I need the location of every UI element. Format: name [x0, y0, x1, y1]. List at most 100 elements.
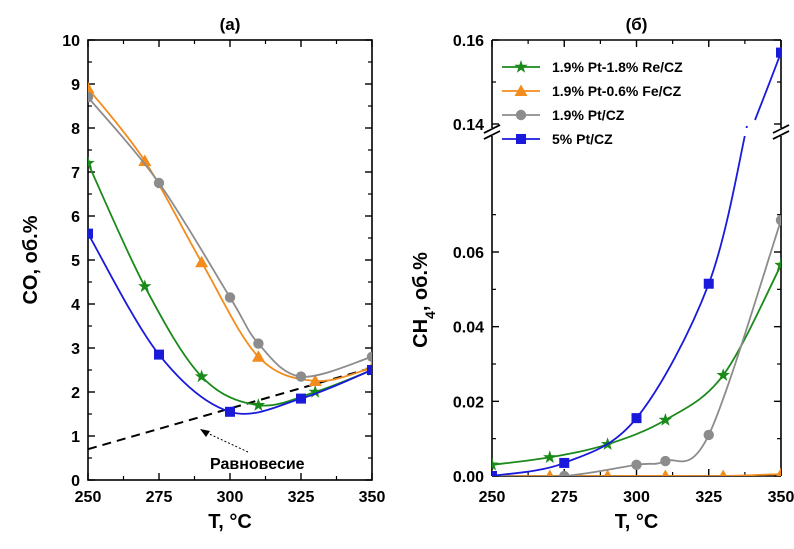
- series-line-pt5: [492, 125, 748, 476]
- data-point-pt5: [703, 278, 714, 289]
- data-point-pt: [660, 455, 671, 467]
- data-point-pt: [559, 470, 570, 476]
- legend-marker-fe: [514, 84, 528, 96]
- x-tick-label: 325: [695, 489, 722, 506]
- panel-b-title: (б): [626, 15, 648, 34]
- y-axis-label: CH4, об.%: [410, 252, 438, 348]
- y-tick-label: 0: [71, 473, 80, 490]
- y-tick-label-upper: 0.16: [453, 33, 484, 50]
- y-tick-label-upper: 0.14: [453, 117, 484, 134]
- axis-break-mark: [772, 130, 790, 140]
- x-tick-label: 325: [288, 489, 315, 506]
- data-point-pt5: [154, 349, 164, 360]
- data-point-fe: [251, 350, 265, 362]
- series-pt: [88, 92, 372, 382]
- legend-marker-pt5: [516, 134, 526, 144]
- y-tick-label: 8: [71, 121, 80, 138]
- y-tick-label: 2: [71, 385, 80, 402]
- series-re: [88, 156, 372, 411]
- legend-label-re: 1.9% Pt-1.8% Re/CZ: [552, 59, 683, 75]
- y-tick-label: 7: [71, 165, 80, 182]
- legend-label-pt: 1.9% Pt/CZ: [552, 107, 625, 123]
- y-tick-label: 0.04: [453, 320, 484, 337]
- x-axis-label: T, °C: [208, 511, 252, 533]
- data-point-re: [308, 385, 322, 398]
- panel-b: (б) 250 275 300 325 350 0.00 0.02 0.04 0.06 0.14 0.…: [410, 15, 794, 533]
- data-point-pt: [631, 459, 642, 470]
- series-line-fe: [492, 473, 781, 476]
- data-point-re: [543, 450, 557, 463]
- data-point-re: [251, 398, 266, 411]
- series-line-pt5-upper: [754, 52, 781, 121]
- legend-marker-pt: [515, 109, 527, 121]
- equilibrium-arrowhead: [200, 429, 210, 437]
- series-line-pt: [492, 220, 781, 476]
- axis-break-mark: [483, 130, 501, 140]
- data-point-pt: [295, 371, 307, 382]
- y-axis-label-main: CH: [410, 319, 432, 348]
- legend-marker-re: [514, 60, 528, 73]
- data-point-fe: [88, 81, 95, 94]
- data-point-pt5: [776, 47, 781, 58]
- data-point-re: [88, 156, 95, 169]
- y-tick-label: 0.02: [453, 394, 484, 411]
- data-point-pt: [153, 177, 165, 189]
- data-point-re: [492, 457, 499, 471]
- data-point-fe: [776, 467, 781, 476]
- y-tick-label: 0.00: [453, 469, 484, 486]
- x-tick-label: 275: [146, 489, 173, 506]
- equilibrium-label: Равновесие: [210, 456, 305, 473]
- series-re: [492, 258, 781, 471]
- y-tick-label: 9: [71, 77, 80, 94]
- data-point-re: [658, 413, 673, 426]
- data-point-pt: [224, 292, 236, 303]
- series-fe: [88, 81, 372, 386]
- x-axis-label: T, °C: [615, 511, 659, 533]
- series-line-pt: [88, 96, 372, 378]
- data-point-re: [716, 368, 730, 381]
- data-point-pt: [253, 338, 264, 349]
- x-tick-label: 275: [551, 489, 578, 506]
- data-point-pt5: [559, 457, 570, 468]
- y-tick-label: 3: [71, 341, 80, 358]
- data-point-pt5: [88, 228, 93, 239]
- data-point-re: [138, 279, 152, 293]
- data-point-re: [194, 369, 209, 383]
- y-axis-label-rest: , об.%: [410, 252, 432, 311]
- data-point-pt: [88, 92, 94, 103]
- y-tick-label: 4: [71, 297, 80, 314]
- y-tick-label: 0.06: [453, 245, 484, 262]
- data-point-pt: [366, 351, 372, 362]
- axis-break-mark: [483, 124, 501, 134]
- series-line-re: [88, 162, 372, 407]
- x-tick-label: 350: [359, 489, 386, 506]
- data-point-pt5: [492, 471, 497, 476]
- legend: 1.9% Pt-1.8% Re/CZ 1.9% Pt-0.6% Fe/CZ 1.9%…: [502, 59, 683, 147]
- series-line-fe: [88, 87, 372, 382]
- y-axis-label: CO, об.%: [20, 215, 42, 304]
- series-pt5: [88, 228, 372, 417]
- data-point-fe: [661, 469, 670, 476]
- x-tick-label: 250: [75, 489, 102, 506]
- equilibrium-arrow: [204, 431, 249, 453]
- data-point-pt: [775, 215, 781, 226]
- series-pt: [492, 215, 781, 476]
- data-point-pt5: [367, 365, 372, 375]
- x-tick-label: 250: [479, 489, 506, 506]
- y-tick-label: 6: [71, 209, 80, 226]
- panel-a-title: (a): [220, 15, 241, 34]
- data-point-pt5: [296, 393, 306, 404]
- data-point-pt5: [225, 406, 235, 417]
- y-axis-label-subscript: 4: [422, 311, 438, 319]
- data-point-fe: [546, 469, 554, 476]
- data-point-pt5: [631, 413, 642, 424]
- x-tick-label: 300: [217, 489, 244, 506]
- y-tick-label: 1: [71, 429, 80, 446]
- series-line-pt5: [88, 233, 372, 415]
- data-point-fe: [308, 374, 322, 386]
- data-point-pt: [703, 429, 714, 441]
- series-line-re: [492, 264, 781, 466]
- data-point-fe: [138, 154, 152, 166]
- x-tick-label: 300: [623, 489, 650, 506]
